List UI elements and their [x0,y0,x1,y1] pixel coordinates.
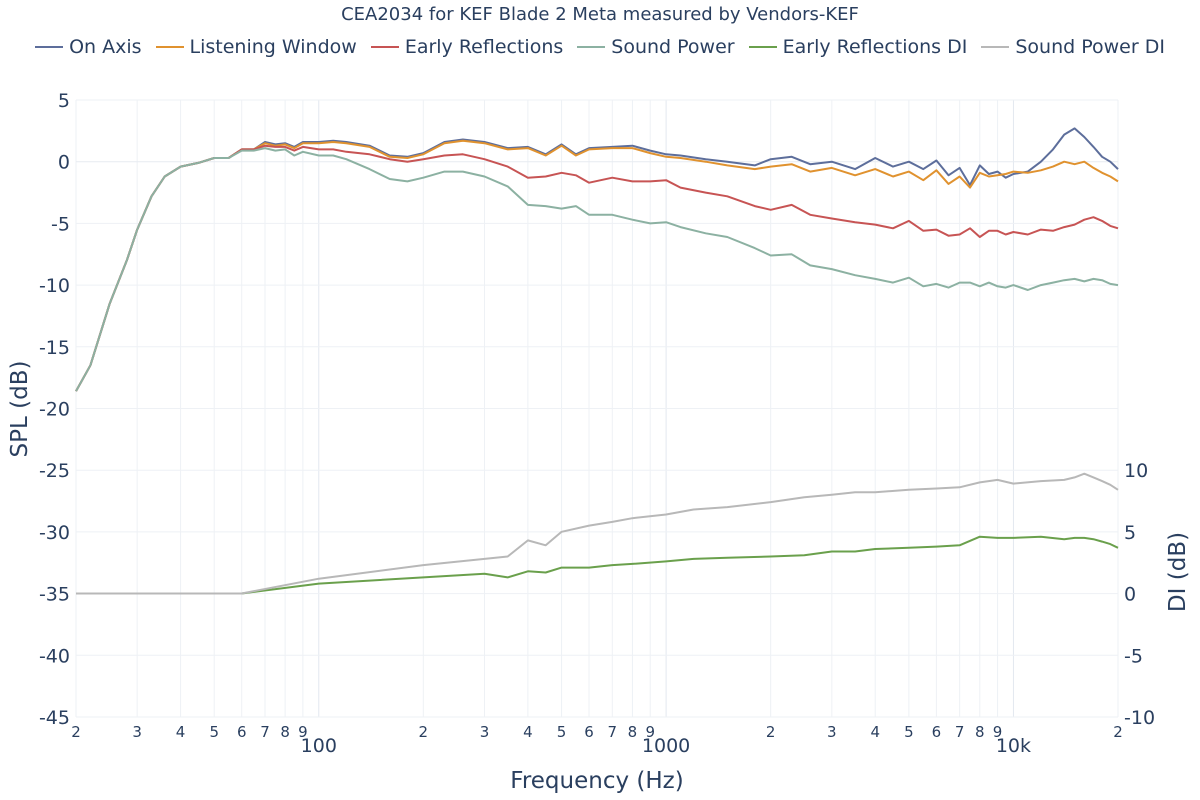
y-tick-label: -45 [39,707,70,729]
y2-axis-title: DI (dB) [1165,532,1191,612]
x-tick-label: 4 [523,723,533,741]
legend-item-early-reflections[interactable]: Early Reflections [370,36,564,58]
series-line-early-reflections-di[interactable] [76,535,1119,595]
x-axis-title: Frequency (Hz) [510,768,683,794]
series-line-listening-window[interactable] [75,139,1119,392]
y-tick-label: 5 [58,90,70,112]
legend-swatch-early-reflections-di [748,46,777,48]
legend-item-sound-power-di[interactable]: Sound Power DI [981,36,1165,58]
x-tick-label: 2 [71,723,81,741]
y-tick-label: -40 [39,645,70,667]
y-tick-label: -30 [39,522,70,544]
x-tick-label: 3 [132,723,142,741]
x-tick-label: 4 [870,723,880,741]
x-tick-label: 3 [480,723,490,741]
x-tick-label: 9 [993,723,1003,741]
x-tick-label: 2 [1113,723,1123,741]
x-tick-label: 4 [176,723,186,741]
x-tick-label: 6 [932,723,942,741]
x-tick-label: 2 [766,723,776,741]
series-line-early-reflections[interactable] [75,144,1119,392]
y-tick-label: -10 [39,275,70,297]
x-tick-label: 6 [237,723,247,741]
y2-tick-label: -5 [1124,645,1143,667]
x-tick-label: 9 [645,723,655,741]
legend-swatch-sound-power [577,46,606,48]
legend-swatch-sound-power-di [981,46,1010,48]
y-tick-label: -25 [39,460,70,482]
y-tick-label: 0 [58,152,70,174]
x-tick-label: 6 [584,723,594,741]
x-tick-label: 8 [628,723,638,741]
legend: On Axis Listening Window Early Reflectio… [0,34,1200,60]
series-line-sound-power-di[interactable] [76,472,1119,595]
x-tick-label: 5 [209,723,219,741]
y-axis: 5 0 -5 -10 -15 -20 -25 -30 -35 -40 -45 [39,90,70,729]
y-tick-label: -20 [39,399,70,421]
legend-label-sound-power: Sound Power [611,36,735,58]
x-tick-label: 9 [298,723,308,741]
legend-label-early-reflections-di: Early Reflections DI [782,36,968,58]
x-tick-label: 8 [280,723,290,741]
x-tick-label: 3 [827,723,837,741]
legend-item-early-reflections-di[interactable]: Early Reflections DI [748,36,968,58]
legend-item-sound-power[interactable]: Sound Power [577,36,735,58]
x-tick-label: 100 [301,735,337,757]
chart-title: CEA2034 for KEF Blade 2 Meta measured by… [341,4,859,25]
x-tick-label: 8 [975,723,985,741]
x-tick-label: 1000 [642,735,690,757]
grid-lines [75,99,1119,718]
legend-label-listening-window: Listening Window [189,36,357,58]
x-tick-label: 2 [419,723,429,741]
y-tick-label: -35 [39,584,70,606]
x-tick-label: 7 [608,723,618,741]
y2-tick-label: -10 [1124,707,1155,729]
legend-swatch-early-reflections [370,46,399,48]
y2-tick-label: 5 [1124,522,1136,544]
legend-item-on-axis[interactable]: On Axis [35,36,142,58]
x-tick-label: 7 [260,723,270,741]
legend-label-early-reflections: Early Reflections [404,36,564,58]
legend-swatch-on-axis [35,46,64,48]
legend-label-sound-power-di: Sound Power DI [1015,36,1165,58]
y-tick-label: -5 [51,213,70,235]
x-tick-label: 5 [557,723,567,741]
legend-label-on-axis: On Axis [69,36,142,58]
y2-tick-label: 10 [1124,460,1148,482]
series-lines [75,127,1119,595]
legend-swatch-listening-window [155,46,184,48]
y-tick-label: -15 [39,337,70,359]
y-axis-title: SPL (dB) [7,361,33,458]
series-line-on-axis[interactable] [75,127,1119,392]
series-line-sound-power[interactable] [75,147,1119,392]
legend-item-listening-window[interactable]: Listening Window [155,36,357,58]
x-tick-label: 10k [996,735,1031,757]
x-tick-label: 7 [955,723,965,741]
y2-tick-label: 0 [1124,584,1136,606]
y2-axis: 10 5 0 -5 -10 [1124,460,1155,729]
x-tick-label: 5 [904,723,914,741]
